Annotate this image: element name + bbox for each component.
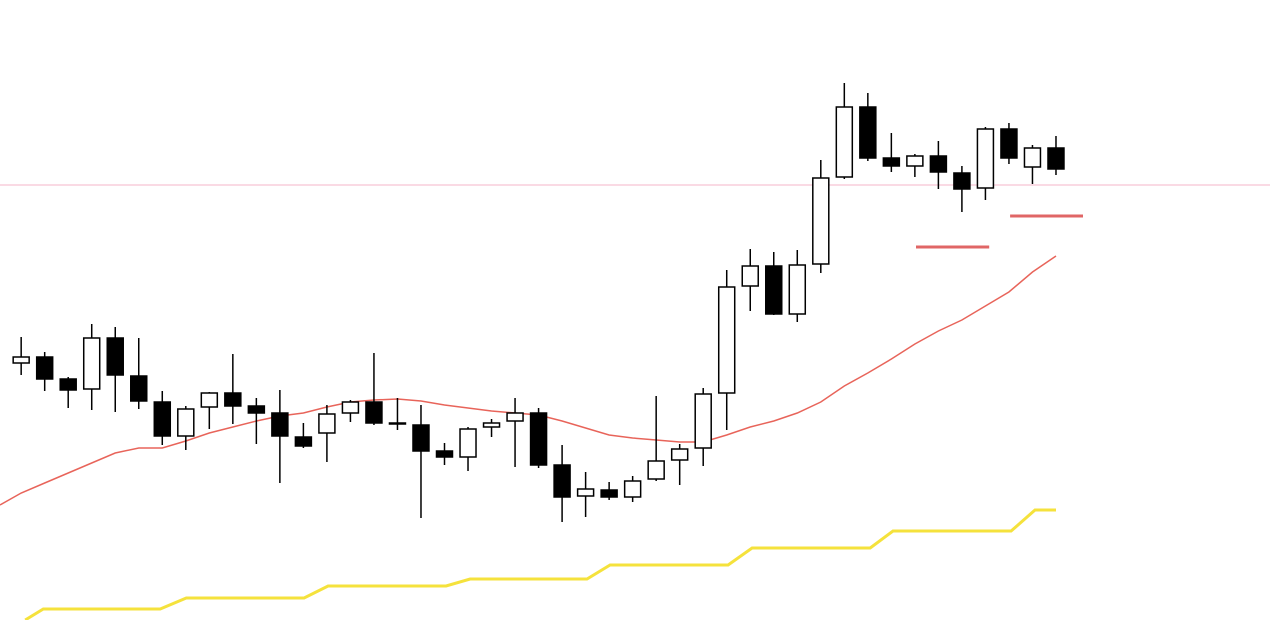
candle-body <box>529 412 548 466</box>
candle-body <box>576 488 595 497</box>
candle-body <box>859 106 877 159</box>
candle-body <box>224 392 242 407</box>
candle-body <box>506 412 524 422</box>
candle-body <box>788 264 807 315</box>
candle-body <box>694 393 712 449</box>
candle-body <box>59 378 77 391</box>
candle-body <box>459 428 477 458</box>
candle-body <box>953 172 971 190</box>
candle-body <box>670 448 689 461</box>
candle-body <box>1023 147 1042 168</box>
candle-body <box>882 157 901 167</box>
candle-body <box>929 155 948 173</box>
candle-body <box>82 337 101 390</box>
candle-body <box>741 265 759 287</box>
candle-body <box>200 392 219 408</box>
candle-body <box>130 375 148 402</box>
candle-body <box>294 436 313 447</box>
candle-body <box>717 286 736 394</box>
candle-body <box>153 401 172 437</box>
candle-body <box>482 422 501 428</box>
candle-body <box>435 450 454 458</box>
candle-body <box>177 408 195 437</box>
candle-body <box>647 460 665 480</box>
candle-body <box>35 356 54 380</box>
candle-body <box>1000 128 1018 159</box>
candle-body <box>365 401 383 424</box>
candle-body <box>271 412 289 437</box>
candle-body <box>341 401 360 414</box>
candle-body <box>553 464 571 498</box>
indicator-line <box>0 255 1057 506</box>
candle-body <box>247 405 266 414</box>
candle-body <box>976 128 995 189</box>
candle-body <box>388 422 407 425</box>
candle-body <box>623 480 642 498</box>
candle-body <box>106 337 124 376</box>
candle-body <box>812 177 830 265</box>
candle-body <box>1047 147 1065 170</box>
candle-body <box>835 106 854 178</box>
candle-body <box>318 413 336 434</box>
candle-body <box>412 424 430 452</box>
candle-body <box>765 265 783 315</box>
candle-body <box>600 489 618 498</box>
candle-body <box>906 155 924 167</box>
candle-body <box>12 356 30 364</box>
indicator-line <box>24 508 1056 620</box>
